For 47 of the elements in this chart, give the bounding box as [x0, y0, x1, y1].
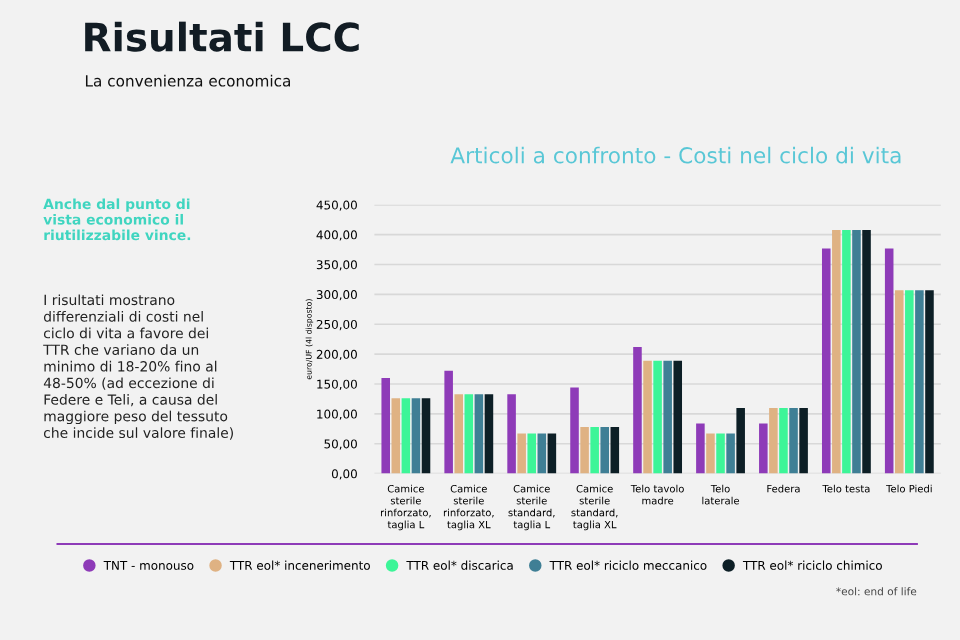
bar — [484, 394, 494, 474]
bar — [653, 360, 662, 474]
bar — [894, 290, 904, 474]
bar — [832, 229, 841, 474]
bar — [769, 407, 778, 474]
bar — [580, 427, 589, 474]
bar — [633, 346, 642, 474]
bar — [411, 398, 421, 474]
bar — [736, 407, 745, 474]
bar — [759, 423, 768, 474]
bar — [852, 229, 861, 474]
bar — [590, 427, 599, 474]
bar — [610, 427, 620, 474]
bar — [799, 407, 808, 474]
bar — [464, 394, 474, 474]
bar — [925, 290, 934, 474]
bar — [547, 433, 557, 474]
bar — [444, 370, 453, 474]
bar — [779, 407, 788, 474]
bar — [454, 394, 464, 474]
bar — [507, 394, 516, 474]
bar — [884, 248, 894, 474]
bar — [862, 229, 871, 474]
bar — [915, 290, 924, 474]
bar — [600, 427, 610, 474]
bar — [663, 360, 672, 474]
chart-title: Risultati LCC — [85, 21, 359, 52]
bar — [401, 398, 411, 474]
bar — [696, 423, 705, 474]
bar — [381, 378, 391, 474]
bar — [706, 433, 715, 474]
bar — [643, 360, 652, 474]
bar — [905, 290, 914, 474]
bar — [716, 433, 725, 474]
bar — [391, 398, 401, 474]
bar — [527, 433, 537, 474]
bar — [517, 433, 526, 474]
bar — [537, 433, 547, 474]
bar — [673, 360, 683, 474]
bar — [789, 407, 798, 474]
text: Articoli a confronto - Costi nel ciclo di vita — [450, 146, 901, 164]
bar — [570, 387, 579, 474]
bar — [421, 398, 431, 474]
bar — [726, 433, 735, 474]
bar — [821, 248, 831, 474]
bar — [842, 229, 851, 474]
bar — [474, 394, 484, 474]
